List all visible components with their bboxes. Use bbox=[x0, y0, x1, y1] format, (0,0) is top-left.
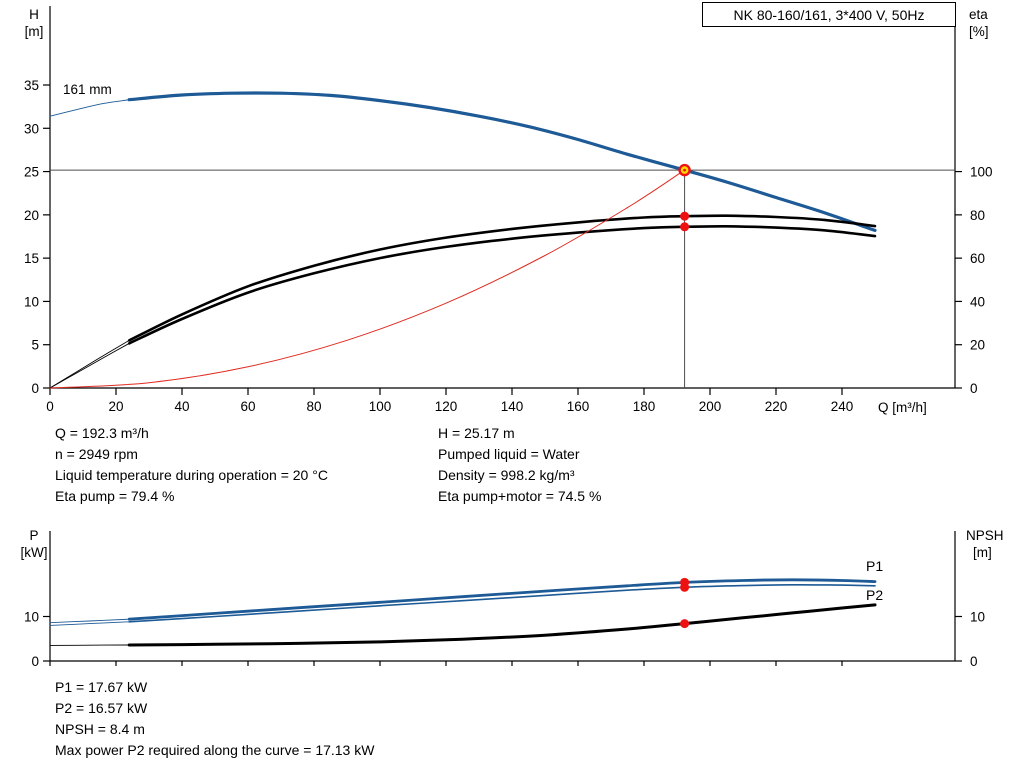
q-axis-tick-label: 100 bbox=[369, 399, 392, 414]
p1-curve-lead-in bbox=[49, 618, 130, 624]
pump-curve-161mm bbox=[127, 91, 877, 232]
info-line-eta-total: Eta pump+motor = 74.5 % bbox=[438, 488, 602, 504]
eta-axis-unit: [%] bbox=[969, 24, 989, 39]
q-axis-tick-label: 180 bbox=[633, 399, 656, 414]
power-axis-tick-label: 10 bbox=[24, 610, 39, 625]
info-line-head: H = 25.17 m bbox=[438, 425, 515, 441]
h-axis-tick-label: 10 bbox=[24, 294, 39, 309]
q-axis-tick-label: 120 bbox=[435, 399, 458, 414]
h-axis-tick-label: 20 bbox=[24, 208, 39, 223]
q-axis-tick-label: 0 bbox=[46, 399, 54, 414]
q-axis-tick-label: 80 bbox=[306, 399, 321, 414]
h-axis-tick-label: 15 bbox=[24, 251, 39, 266]
eta-axis-tick-label: 40 bbox=[970, 294, 985, 309]
eta-axis-tick-label: 60 bbox=[970, 251, 985, 266]
info-block-right: H = 25.17 m Pumped liquid = Water Densit… bbox=[438, 423, 601, 507]
duty-point-center bbox=[683, 168, 686, 172]
info-line-q: Q = 192.3 m³/h bbox=[55, 425, 149, 441]
result-line-p1: P1 = 17.67 kW bbox=[55, 679, 148, 695]
npsh-curve bbox=[127, 603, 877, 647]
h-axis-tick-label: 35 bbox=[24, 78, 39, 93]
result-line-npsh: NPSH = 8.4 m bbox=[55, 721, 145, 737]
result-line-p2: P2 = 16.57 kW bbox=[55, 700, 148, 716]
info-line-speed: n = 2949 rpm bbox=[55, 446, 138, 462]
p2-curve bbox=[128, 583, 876, 623]
q-axis-tick-label: 240 bbox=[831, 399, 854, 414]
results-block: P1 = 17.67 kW P2 = 16.57 kW NPSH = 8.4 m… bbox=[55, 677, 374, 761]
q-axis-tick-label: 40 bbox=[174, 399, 189, 414]
info-line-temperature: Liquid temperature during operation = 20… bbox=[55, 467, 328, 483]
head-axis-unit: [m] bbox=[25, 24, 44, 39]
eta-pump-curve bbox=[127, 214, 877, 342]
eta-pump-motor-curve-lead-in bbox=[49, 342, 130, 389]
flow-axis-label: Q [m³/h] bbox=[878, 400, 927, 415]
eta-pump-motor-curve bbox=[127, 224, 877, 345]
p1-curve-label: P1 bbox=[866, 558, 883, 574]
power-axis-tick-label: 0 bbox=[31, 654, 39, 669]
q-axis-tick-label: 220 bbox=[765, 399, 788, 414]
eta-axis-tick-label: 0 bbox=[970, 381, 978, 396]
npsh-axis-tick-label: 10 bbox=[970, 610, 985, 625]
q-axis-tick-label: 60 bbox=[240, 399, 255, 414]
h-axis-tick-label: 0 bbox=[31, 381, 39, 396]
info-line-density: Density = 998.2 kg/m³ bbox=[438, 467, 575, 483]
p2-curve-label: P2 bbox=[866, 587, 883, 603]
q-axis-tick-label: 20 bbox=[108, 399, 123, 414]
info-block-left: Q = 192.3 m³/h n = 2949 rpm Liquid tempe… bbox=[55, 423, 328, 507]
h-axis-tick-label: 25 bbox=[24, 165, 39, 180]
pump-model-title: NK 80-160/161, 3*400 V, 50Hz bbox=[702, 2, 956, 27]
p2-curve-duty-dot bbox=[680, 582, 690, 592]
h-axis-tick-label: 30 bbox=[24, 121, 39, 136]
impeller-diameter-label: 161 mm bbox=[63, 82, 112, 97]
info-line-eta-pump: Eta pump = 79.4 % bbox=[55, 488, 175, 504]
power-axis-unit: [kW] bbox=[21, 545, 48, 560]
p2-curve-lead-in bbox=[49, 621, 130, 626]
npsh-axis-tick-label: 0 bbox=[970, 654, 978, 669]
power-axis-label: P bbox=[29, 528, 38, 543]
eta-axis-tick-label: 20 bbox=[970, 338, 985, 353]
head-axis-label: H bbox=[29, 7, 39, 22]
npsh-axis-label: NPSH bbox=[966, 528, 1004, 543]
eta-duty-dot bbox=[680, 222, 690, 232]
q-axis-tick-label: 140 bbox=[501, 399, 524, 414]
npsh-curve-duty-dot bbox=[680, 619, 690, 629]
eta-duty-dot bbox=[680, 211, 690, 221]
eta-axis-tick-label: 80 bbox=[970, 208, 985, 223]
h-axis-tick-label: 5 bbox=[31, 338, 39, 353]
p1-curve bbox=[127, 578, 877, 621]
q-axis-tick-label: 200 bbox=[699, 399, 722, 414]
eta-axis-label: eta bbox=[969, 7, 988, 22]
pump-curve-161mm-lead-in bbox=[49, 99, 130, 117]
result-line-max-power: Max power P2 required along the curve = … bbox=[55, 742, 375, 758]
system-curve bbox=[49, 169, 686, 389]
eta-axis-tick-label: 100 bbox=[970, 165, 993, 180]
info-line-liquid: Pumped liquid = Water bbox=[438, 446, 580, 462]
q-axis-tick-label: 160 bbox=[567, 399, 590, 414]
npsh-axis-unit: [m] bbox=[973, 545, 992, 560]
